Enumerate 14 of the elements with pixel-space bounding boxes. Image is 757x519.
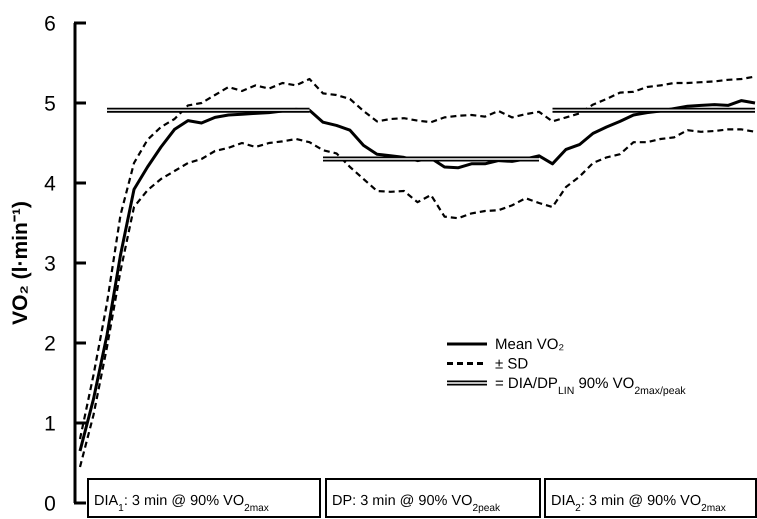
y-tick-label: 4 — [44, 172, 56, 196]
legend-label: = DIA/DP$_{LIN}$ 90% VO$_{2max/peak}$ — [495, 375, 686, 397]
legend-label: ± SD — [495, 356, 528, 372]
y-tick-label: 2 — [44, 332, 56, 356]
y-axis-title: VO₂ (l·min⁻¹) — [9, 201, 32, 325]
y-tick-label: 3 — [44, 252, 56, 276]
y-tick-label: 1 — [44, 412, 56, 436]
y-tick-label: 6 — [44, 12, 56, 36]
annotation: DIA$_{2}$: 3 min @ 90% VO$_{2max}$ — [551, 493, 726, 514]
y-tick-label: 5 — [44, 92, 56, 116]
y-tick-label: 0 — [44, 492, 56, 516]
legend-label: Mean VO₂ — [495, 336, 564, 353]
annotation: DP: 3 min @ 90% VO$_{2peak}$ — [332, 493, 501, 514]
annotation: DIA$_{1}$: 3 min @ 90% VO$_{2max}$ — [94, 493, 269, 514]
